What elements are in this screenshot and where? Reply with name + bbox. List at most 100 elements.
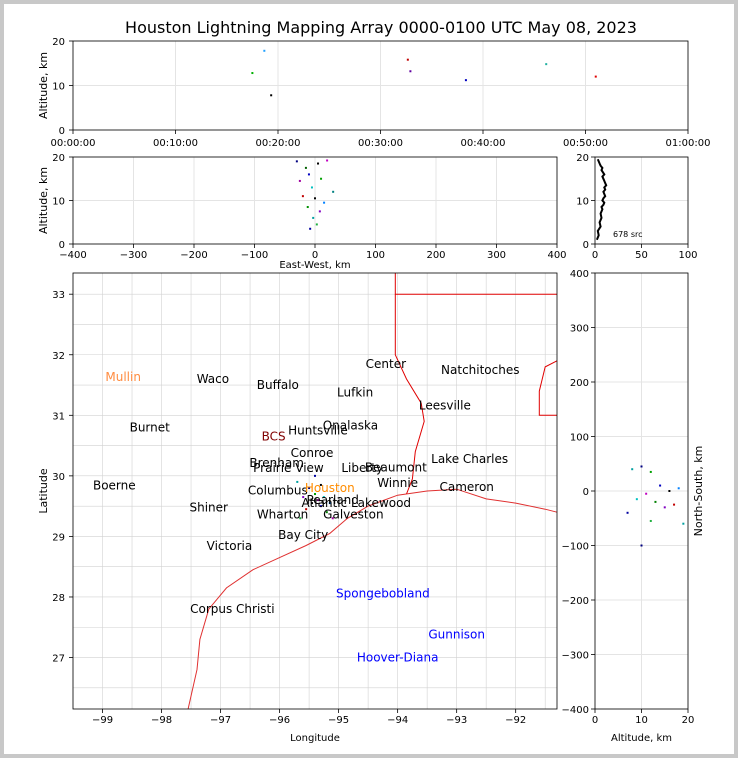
time-source-point — [263, 49, 266, 52]
map-xtick-label: −98 — [151, 715, 172, 726]
map-place-label: Beaumont — [365, 460, 427, 474]
ew-xtick-label: −300 — [120, 250, 147, 261]
map-place-label: Pearland — [307, 493, 359, 507]
ns-ytick-label: 100 — [570, 433, 589, 444]
ns-source-point — [640, 465, 643, 468]
ns-ytick-label: 200 — [570, 378, 589, 389]
ew-xtick-label: −100 — [241, 250, 268, 261]
map-place-label: Lufkin — [337, 385, 373, 399]
ew-source-point — [326, 159, 329, 162]
map-state-border — [394, 273, 557, 295]
ew-ytick-label: 0 — [59, 240, 65, 251]
time-source-point — [594, 75, 597, 78]
ew-source-point — [310, 186, 313, 189]
ew-xtick-label: 200 — [426, 250, 445, 261]
ns-source-point — [631, 468, 634, 471]
map-source-point — [302, 496, 305, 499]
time-ytick-label: 10 — [52, 82, 65, 93]
map-xtick-label: −96 — [269, 715, 290, 726]
map-xtick-label: −99 — [92, 715, 113, 726]
ew-xtick-label: −400 — [59, 250, 86, 261]
ew-source-point — [314, 197, 316, 200]
ns-ytick-label: 300 — [570, 324, 589, 335]
hist-ytick-label: 0 — [583, 240, 589, 251]
hist-plot-frame — [594, 156, 689, 245]
ew-source-point — [332, 190, 335, 193]
ew-source-point — [309, 227, 312, 230]
time-source-point — [406, 58, 409, 61]
hist-xtick-label: 0 — [592, 250, 598, 261]
ew-ytick-label: 10 — [52, 197, 65, 208]
map-source-point — [316, 499, 319, 502]
hist-ytick-label: 20 — [576, 153, 589, 164]
ns-source-point — [649, 470, 652, 473]
time-xtick-label: 00:30:00 — [358, 138, 403, 149]
ns-xtick-label: 10 — [635, 715, 648, 726]
map-ytick-label: 28 — [52, 593, 65, 604]
map-place-label: Gunnison — [428, 628, 485, 642]
map-place-label: BCS — [262, 430, 286, 444]
map-place-label: Leesville — [419, 399, 471, 413]
time-xtick-label: 00:10:00 — [153, 138, 198, 149]
map-place-label: Buffalo — [257, 378, 299, 392]
map-place-label: Onalaska — [323, 419, 378, 433]
map-source-point — [314, 474, 316, 477]
ew-ylabel: Altitude, km — [37, 167, 50, 234]
ew-source-point — [315, 223, 318, 226]
map-source-point — [305, 508, 308, 511]
map-ylabel: Latitude — [37, 468, 50, 514]
map-place-label: Brenham — [249, 456, 304, 470]
ew-source-point — [295, 160, 298, 163]
time-source-point — [464, 79, 467, 82]
ns-source-point — [645, 492, 648, 495]
map-ytick-label: 32 — [52, 351, 65, 362]
ns-ytick-label: −100 — [562, 542, 589, 553]
ns-source-point — [654, 500, 657, 503]
ns-plot-frame — [594, 272, 689, 710]
map-xtick-label: −97 — [210, 715, 231, 726]
map-xtick-label: −92 — [505, 715, 526, 726]
map-ytick-label: 33 — [52, 290, 65, 301]
ns-ytick-label: −300 — [562, 651, 589, 662]
ns-source-point — [635, 498, 638, 501]
time-source-point — [409, 70, 412, 73]
map-place-label: Center — [366, 357, 406, 371]
ew-source-point — [312, 216, 315, 219]
time-ytick-label: 20 — [52, 37, 65, 48]
map-plot-frame — [72, 272, 558, 710]
ew-plot-frame — [72, 156, 558, 245]
map-place-label: Columbus — [248, 483, 308, 497]
map-source-point — [319, 505, 322, 508]
hist-xtick-label: 100 — [678, 250, 697, 261]
map-place-label: Victoria — [207, 539, 253, 553]
ew-ytick-label: 20 — [52, 153, 65, 164]
map-place-label: Atlantic Lakewood — [302, 496, 412, 510]
ns-xtick-label: 20 — [682, 715, 695, 726]
source-count-annotation: 678 src — [613, 230, 643, 239]
ns-source-point — [659, 484, 662, 487]
ew-xtick-label: 100 — [366, 250, 385, 261]
map-place-label: Mullin — [105, 370, 141, 384]
hist-xtick-label: 50 — [635, 250, 648, 261]
map-ytick-label: 29 — [52, 532, 65, 543]
ew-source-point — [306, 206, 309, 209]
map-ytick-label: 27 — [52, 654, 65, 665]
map-source-point — [331, 517, 334, 520]
map-state-border — [394, 294, 425, 495]
map-place-label: Burnet — [130, 420, 171, 434]
ns-xlabel: Altitude, km — [611, 733, 672, 744]
map-place-label: Cameron — [439, 480, 493, 494]
map-ytick-label: 30 — [52, 472, 65, 483]
map-place-label: Natchitoches — [441, 363, 519, 377]
ns-source-point — [673, 503, 676, 506]
ns-source-point — [640, 544, 643, 547]
ew-source-point — [298, 179, 301, 182]
map-place-label: Houston — [305, 481, 355, 495]
map-place-label: Prairie View — [253, 461, 324, 475]
ns-source-point — [663, 506, 666, 509]
map-source-point — [325, 511, 328, 514]
map-source-point — [322, 496, 325, 499]
ew-xtick-label: 0 — [312, 250, 318, 261]
time-source-point — [270, 94, 273, 97]
ns-source-point — [668, 490, 671, 492]
